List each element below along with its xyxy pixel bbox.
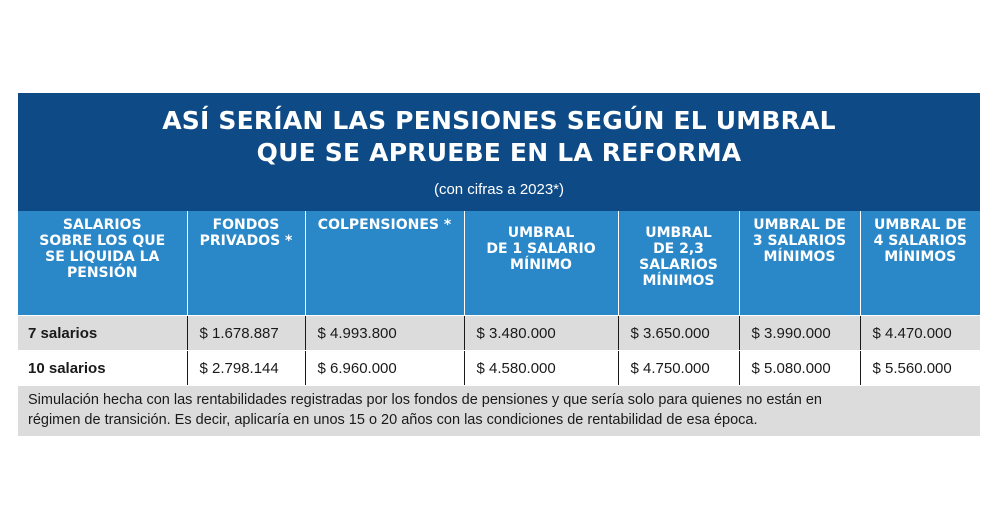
header-umbral-3: UMBRAL DE 3 SALARIOS MÍNIMOS [739,211,861,316]
header-colpensiones: COLPENSIONES * [305,211,465,316]
header-fondos-privados: FONDOS PRIVADOS * [187,211,306,316]
table-header-row: SALARIOS SOBRE LOS QUE SE LIQUIDA LA PEN… [18,211,980,316]
cell-colpensiones: $ 6.960.000 [305,350,465,386]
header-line: SOBRE LOS QUE [39,233,166,249]
header-umbral-1: UMBRAL DE 1 SALARIO MÍNIMO [464,211,619,316]
header-line: DE 1 SALARIO [486,241,596,257]
footnote-line-1: Simulación hecha con las rentabilidades … [28,392,822,408]
subtitle: (con cifras a 2023*) [433,181,565,198]
cell-umbral-1: $ 3.480.000 [464,315,619,351]
header-line: PRIVADOS * [199,233,293,249]
header-line: MÍNIMOS [884,249,957,265]
title-banner: ASÍ SERÍAN LAS PENSIONES SEGÚN EL UMBRAL… [18,93,980,211]
title-line-1: ASÍ SERÍAN LAS PENSIONES SEGÚN EL UMBRAL [162,106,836,135]
cell-umbral-2-3: $ 4.750.000 [618,350,740,386]
header-line: UMBRAL DE [873,217,967,233]
header-line: SALARIOS [639,257,718,273]
title-line-2: QUE SE APRUEBE EN LA REFORMA [256,138,742,167]
header-line: DE 2,3 [653,241,704,257]
cell-umbral-4: $ 4.470.000 [860,315,980,351]
header-line: MÍNIMOS [763,249,836,265]
header-line: COLPENSIONES * [317,217,452,233]
header-line: 3 SALARIOS [752,233,847,249]
cell-umbral-3: $ 3.990.000 [739,315,861,351]
header-line: UMBRAL DE [753,217,846,233]
header-line: MÍNIMOS [642,273,715,289]
table-row: 10 salarios $ 2.798.144 $ 6.960.000 $ 4.… [18,350,980,386]
cell-umbral-2-3: $ 3.650.000 [618,315,740,351]
footnote: Simulación hecha con las rentabilidades … [18,386,980,436]
footnote-line-2: régimen de transición. Es decir, aplicar… [28,412,758,428]
cell-umbral-3: $ 5.080.000 [739,350,861,386]
header-umbral-2-3: UMBRAL DE 2,3 SALARIOS MÍNIMOS [618,211,740,316]
pension-infographic: ASÍ SERÍAN LAS PENSIONES SEGÚN EL UMBRAL… [18,93,980,436]
cell-fondos-privados: $ 1.678.887 [187,315,306,351]
header-line: SE LIQUIDA LA [45,249,160,265]
header-line: FONDOS [212,217,280,233]
cell-colpensiones: $ 4.993.800 [305,315,465,351]
header-line: PENSIÓN [67,265,138,281]
pension-table: SALARIOS SOBRE LOS QUE SE LIQUIDA LA PEN… [18,211,980,386]
header-salarios: SALARIOS SOBRE LOS QUE SE LIQUIDA LA PEN… [18,211,188,316]
header-umbral-4: UMBRAL DE 4 SALARIOS MÍNIMOS [860,211,980,316]
cell-umbral-4: $ 5.560.000 [860,350,980,386]
row-label: 10 salarios [18,350,188,386]
header-line: 4 SALARIOS [873,233,967,249]
table-row: 7 salarios $ 1.678.887 $ 4.993.800 $ 3.4… [18,315,980,351]
header-line: UMBRAL [645,225,712,241]
cell-fondos-privados: $ 2.798.144 [187,350,306,386]
row-label: 7 salarios [18,315,188,351]
header-line: UMBRAL [507,225,575,241]
cell-umbral-1: $ 4.580.000 [464,350,619,386]
header-line: MÍNIMO [510,257,572,273]
header-line: SALARIOS [62,217,142,233]
